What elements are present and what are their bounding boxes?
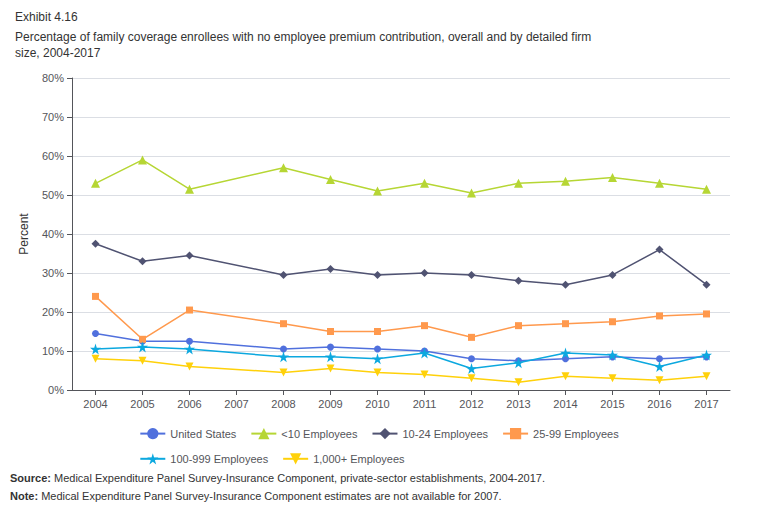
svg-text:60%: 60% bbox=[42, 150, 64, 162]
svg-text:Percentage of family coverage: Percentage of family coverage enrollees … bbox=[15, 30, 591, 44]
svg-text:10%: 10% bbox=[42, 345, 64, 357]
svg-text:20%: 20% bbox=[42, 306, 64, 318]
svg-text:100-999 Employees: 100-999 Employees bbox=[170, 453, 268, 465]
svg-text:2006: 2006 bbox=[177, 398, 201, 410]
svg-text:80%: 80% bbox=[42, 72, 64, 84]
svg-text:<10 Employees: <10 Employees bbox=[281, 428, 358, 440]
svg-text:2012: 2012 bbox=[459, 398, 483, 410]
svg-text:2004: 2004 bbox=[83, 398, 107, 410]
svg-text:25-99 Employees: 25-99 Employees bbox=[533, 428, 619, 440]
svg-text:Note:: Note: bbox=[10, 490, 38, 502]
svg-text:2008: 2008 bbox=[271, 398, 295, 410]
svg-text:40%: 40% bbox=[42, 228, 64, 240]
svg-text:1,000+ Employees: 1,000+ Employees bbox=[313, 453, 405, 465]
svg-text:United States: United States bbox=[170, 428, 237, 440]
svg-text:size, 2004-2017: size, 2004-2017 bbox=[15, 46, 101, 60]
svg-text:2013: 2013 bbox=[506, 398, 530, 410]
svg-text:2015: 2015 bbox=[600, 398, 624, 410]
svg-text:2010: 2010 bbox=[365, 398, 389, 410]
svg-text:2017: 2017 bbox=[694, 398, 718, 410]
svg-text:50%: 50% bbox=[42, 189, 64, 201]
svg-text:Source:: Source: bbox=[10, 472, 51, 484]
svg-text:2009: 2009 bbox=[318, 398, 342, 410]
svg-text:0%: 0% bbox=[48, 384, 64, 396]
svg-text:2014: 2014 bbox=[553, 398, 577, 410]
svg-text:70%: 70% bbox=[42, 111, 64, 123]
svg-text:2007: 2007 bbox=[224, 398, 248, 410]
svg-text:2011: 2011 bbox=[413, 398, 437, 410]
svg-text:30%: 30% bbox=[42, 267, 64, 279]
svg-text:2005: 2005 bbox=[130, 398, 154, 410]
svg-text:Medical Expenditure Panel Surv: Medical Expenditure Panel Survey-Insuran… bbox=[38, 490, 501, 502]
svg-text:Medical Expenditure Panel Surv: Medical Expenditure Panel Survey-Insuran… bbox=[51, 472, 545, 484]
svg-text:10-24 Employees: 10-24 Employees bbox=[402, 428, 488, 440]
svg-text:Percent: Percent bbox=[17, 213, 31, 255]
svg-text:Exhibit 4.16: Exhibit 4.16 bbox=[15, 10, 78, 24]
svg-text:2016: 2016 bbox=[647, 398, 671, 410]
